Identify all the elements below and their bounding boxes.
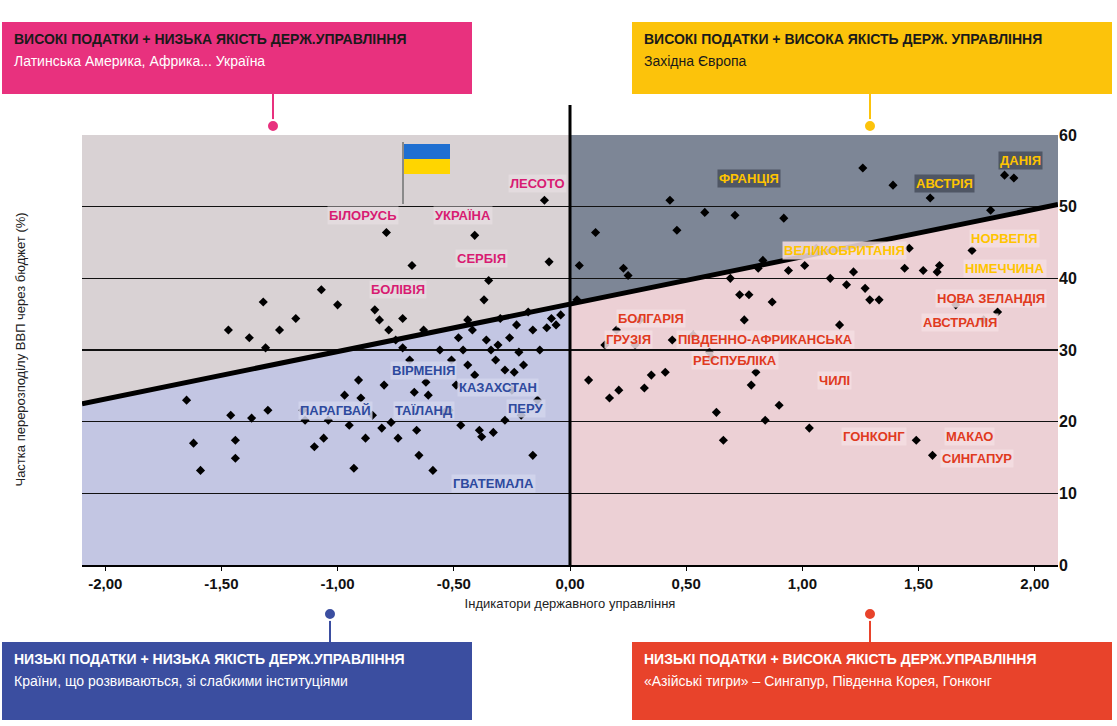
html-text:Латинська Америка, Африка... У: Латинська Америка, Африка... Україна (14, 53, 266, 69)
html-text:Західна Європа: Західна Європа (644, 53, 747, 69)
svg-text:АВСТРІЯ: АВСТРІЯ (916, 176, 973, 191)
svg-text:ФРАНЦІЯ: ФРАНЦІЯ (719, 171, 779, 186)
html-text:«Азійські тигри» – Сингапур, П: «Азійські тигри» – Сингапур, Південна Ко… (644, 673, 992, 689)
svg-text:НОРВЕГІЯ: НОРВЕГІЯ (971, 231, 1038, 246)
svg-text:30: 30 (1059, 342, 1077, 359)
svg-text:НОВА ЗЕЛАНДІЯ: НОВА ЗЕЛАНДІЯ (937, 291, 1045, 306)
svg-text:БОЛІВІЯ: БОЛІВІЯ (371, 282, 425, 297)
svg-text:НІМЕЧЧИНА: НІМЕЧЧИНА (965, 261, 1045, 276)
svg-text:-2,00: -2,00 (88, 575, 122, 592)
svg-text:СИНГАПУР: СИНГАПУР (942, 451, 1012, 466)
svg-text:КАЗАХСТАН: КАЗАХСТАН (459, 380, 537, 395)
html-text:Країни, що розвиваються, зі сл: Країни, що розвиваються, зі слабкими інс… (14, 673, 348, 689)
svg-text:1,50: 1,50 (904, 575, 933, 592)
svg-text:0: 0 (1059, 557, 1068, 574)
svg-text:ГОНКОНГ: ГОНКОНГ (843, 429, 905, 444)
svg-text:ВІРМЕНІЯ: ВІРМЕНІЯ (392, 363, 455, 378)
svg-text:Частка перерозподілу ВВП через: Частка перерозподілу ВВП через бюджет (%… (13, 212, 28, 486)
svg-text:ПАРАГВАЙ: ПАРАГВАЙ (300, 403, 371, 418)
svg-text:СЕРБІЯ: СЕРБІЯ (457, 251, 506, 266)
html-text:НИЗЬКІ ПОДАТКИ + ВИСОКА ЯКІСТЬ: НИЗЬКІ ПОДАТКИ + ВИСОКА ЯКІСТЬ ДЕРЖ.УПРА… (644, 651, 1037, 667)
svg-text:МАКАО: МАКАО (946, 429, 993, 444)
svg-text:ВЕЛИКОБРИТАНІЯ: ВЕЛИКОБРИТАНІЯ (784, 243, 905, 258)
html-text:ВИСОКІ ПОДАТКИ + НИЗЬКА ЯКІСТЬ: ВИСОКІ ПОДАТКИ + НИЗЬКА ЯКІСТЬ ДЕРЖ.УПРА… (14, 31, 407, 47)
svg-text:50: 50 (1059, 198, 1077, 215)
svg-text:40: 40 (1059, 270, 1077, 287)
svg-text:ГРУЗІЯ: ГРУЗІЯ (606, 332, 651, 347)
svg-text:0,50: 0,50 (672, 575, 701, 592)
svg-text:20: 20 (1059, 413, 1077, 430)
svg-text:УКРАЇНА: УКРАЇНА (435, 208, 491, 223)
svg-text:ГВАТЕМАЛА: ГВАТЕМАЛА (453, 476, 534, 491)
svg-text:2,00: 2,00 (1020, 575, 1049, 592)
svg-text:АВСТРАЛІЯ: АВСТРАЛІЯ (923, 315, 997, 330)
svg-text:-1,00: -1,00 (321, 575, 355, 592)
svg-text:10: 10 (1059, 485, 1077, 502)
svg-text:ЛЕСОТО: ЛЕСОТО (510, 176, 565, 191)
svg-text:ДАНІЯ: ДАНІЯ (1000, 153, 1041, 168)
svg-text:ПІВДЕННО-АФРИКАНСЬКА: ПІВДЕННО-АФРИКАНСЬКА (678, 332, 853, 347)
svg-text:БІЛОРУСЬ: БІЛОРУСЬ (329, 208, 397, 223)
html-text:НИЗЬКІ ПОДАТКИ + НИЗЬКА ЯКІСТЬ: НИЗЬКІ ПОДАТКИ + НИЗЬКА ЯКІСТЬ ДЕРЖ.УПРА… (14, 651, 405, 667)
svg-text:ТАЇЛАНД: ТАЇЛАНД (395, 403, 453, 418)
svg-text:ПЕРУ: ПЕРУ (508, 401, 544, 416)
svg-text:60: 60 (1059, 127, 1077, 144)
svg-text:ЧИЛІ: ЧИЛІ (819, 373, 850, 388)
svg-text:1,00: 1,00 (788, 575, 817, 592)
svg-text:Індикатори державного управлін: Індикатори державного управління (465, 596, 676, 611)
svg-text:БОЛГАРІЯ: БОЛГАРІЯ (618, 311, 684, 326)
svg-text:РЕСПУБЛІКА: РЕСПУБЛІКА (693, 353, 777, 368)
html-text:ВИСОКІ ПОДАТКИ + ВИСОКА ЯКІСТЬ: ВИСОКІ ПОДАТКИ + ВИСОКА ЯКІСТЬ ДЕРЖ. УПР… (644, 31, 1043, 47)
svg-text:-0,50: -0,50 (437, 575, 471, 592)
svg-text:-1,50: -1,50 (204, 575, 238, 592)
svg-text:0,00: 0,00 (555, 575, 584, 592)
